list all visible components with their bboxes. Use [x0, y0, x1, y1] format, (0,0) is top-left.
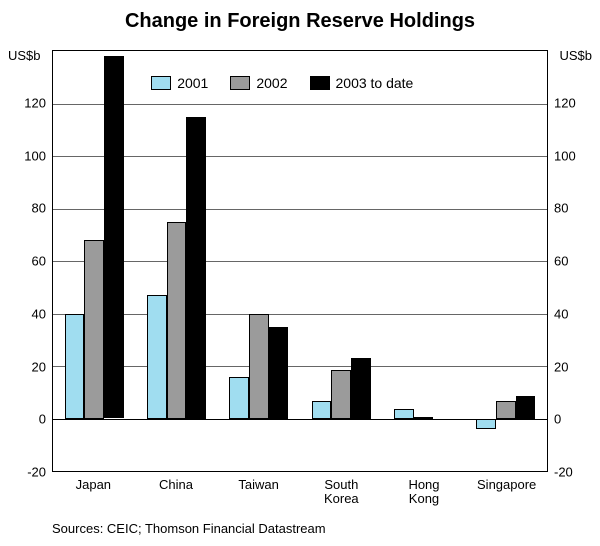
bar — [394, 409, 414, 418]
sources-text: Sources: CEIC; Thomson Financial Datastr… — [52, 521, 326, 536]
legend-label: 2002 — [256, 75, 287, 91]
bar — [269, 327, 289, 419]
bar — [249, 314, 269, 419]
gridline — [53, 209, 547, 210]
y-tick-left: 80 — [32, 201, 52, 216]
bar — [496, 401, 516, 418]
legend-swatch — [230, 76, 250, 90]
gridline — [53, 366, 547, 367]
bar — [351, 358, 371, 418]
y-tick-left: 40 — [32, 306, 52, 321]
bar — [516, 396, 536, 418]
y-tick-right: -20 — [548, 465, 573, 480]
bar — [229, 377, 249, 419]
y-axis-label-right: US$b — [559, 48, 592, 63]
legend-label: 2003 to date — [336, 75, 414, 91]
bar — [331, 370, 351, 419]
plot-wrapper: US$b US$b 200120022003 to date -20-20002… — [52, 50, 548, 472]
gridline — [53, 261, 547, 262]
gridline — [53, 104, 547, 105]
bar — [167, 222, 187, 419]
y-tick-right: 100 — [548, 148, 576, 163]
gridline — [53, 419, 547, 420]
legend-swatch — [310, 76, 330, 90]
legend: 2001 2002 2003 to date — [151, 75, 413, 91]
x-axis-label: HongKong — [383, 472, 466, 507]
legend-item: 2003 to date — [310, 75, 414, 91]
y-tick-left: 20 — [32, 359, 52, 374]
bar — [104, 56, 124, 418]
y-tick-left: 0 — [39, 412, 52, 427]
y-tick-right: 60 — [548, 254, 568, 269]
x-axis-label: China — [135, 472, 218, 492]
bar — [65, 314, 85, 419]
x-axis-label: SouthKorea — [300, 472, 383, 507]
y-tick-left: 120 — [24, 95, 52, 110]
bar — [186, 117, 206, 419]
y-tick-right: 80 — [548, 201, 568, 216]
bar — [414, 417, 434, 419]
x-axis-label: Japan — [52, 472, 135, 492]
x-axis-label: Singapore — [465, 472, 548, 492]
y-tick-left: 100 — [24, 148, 52, 163]
gridline — [53, 156, 547, 157]
legend-item: 2002 — [230, 75, 287, 91]
y-axis-label-left: US$b — [8, 48, 41, 63]
chart-container: Change in Foreign Reserve Holdings US$b … — [0, 0, 600, 546]
bar — [476, 419, 496, 430]
bar — [84, 240, 104, 419]
bar — [147, 295, 167, 418]
gridline — [53, 314, 547, 315]
legend-item: 2001 — [151, 75, 208, 91]
y-tick-right: 40 — [548, 306, 568, 321]
bar — [312, 401, 332, 418]
y-tick-right: 0 — [548, 412, 561, 427]
chart-title: Change in Foreign Reserve Holdings — [0, 0, 600, 33]
legend-label: 2001 — [177, 75, 208, 91]
legend-swatch — [151, 76, 171, 90]
y-tick-left: -20 — [27, 465, 52, 480]
x-axis-label: Taiwan — [217, 472, 300, 492]
plot-area — [52, 50, 548, 472]
y-tick-right: 20 — [548, 359, 568, 374]
y-tick-left: 60 — [32, 254, 52, 269]
y-tick-right: 120 — [548, 95, 576, 110]
